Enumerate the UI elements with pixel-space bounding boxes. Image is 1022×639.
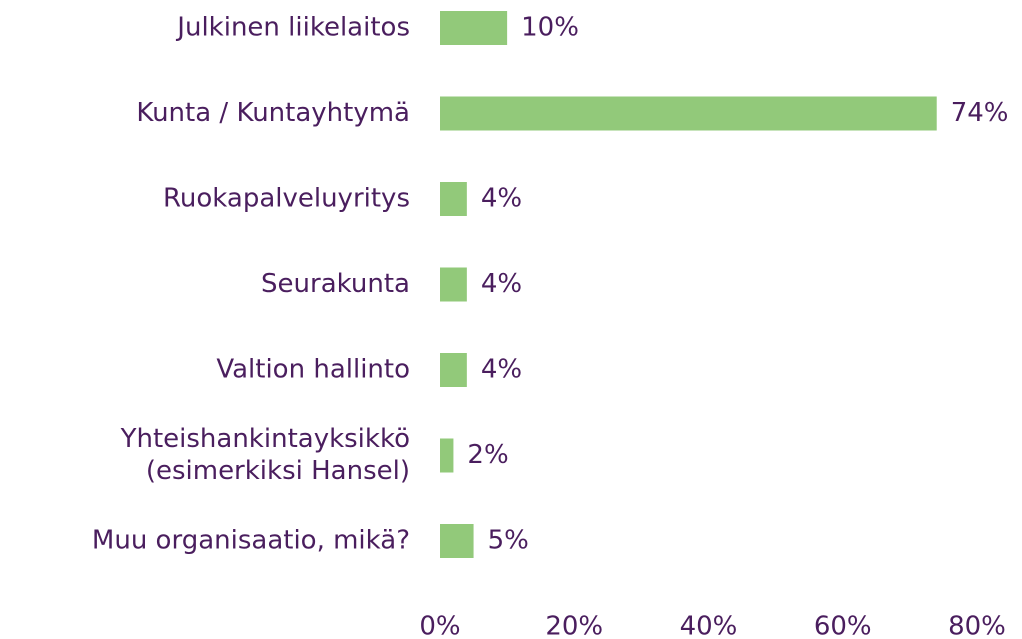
y-tick-label: Seurakunta bbox=[261, 269, 410, 299]
x-tick-label: 0% bbox=[419, 612, 460, 639]
x-tick-label: 40% bbox=[680, 612, 738, 639]
value-label: 4% bbox=[481, 269, 522, 299]
bar bbox=[440, 353, 467, 387]
bar bbox=[440, 267, 467, 302]
x-tick-label: 20% bbox=[545, 612, 603, 639]
value-label: 4% bbox=[481, 184, 522, 214]
bar bbox=[440, 438, 454, 473]
y-tick-label: Muu organisaatio, mikä? bbox=[92, 526, 410, 556]
bar bbox=[440, 11, 508, 45]
value-label: 5% bbox=[488, 526, 529, 556]
bar bbox=[440, 96, 937, 131]
y-tick-label: (esimerkiksi Hansel) bbox=[146, 456, 410, 486]
y-tick-label: Julkinen liikelaitos bbox=[175, 13, 410, 43]
bar bbox=[440, 182, 467, 216]
value-label: 4% bbox=[481, 355, 522, 385]
y-tick-label: Ruokapalveluyritys bbox=[163, 184, 410, 214]
x-tick-label: 60% bbox=[814, 612, 872, 639]
y-tick-label: Kunta / Kuntayhtymä bbox=[136, 98, 410, 128]
y-tick-label: Valtion hallinto bbox=[216, 355, 410, 385]
bar bbox=[440, 524, 474, 558]
y-tick-label: Yhteishankintayksikkö bbox=[120, 424, 410, 454]
value-label: 10% bbox=[521, 13, 579, 43]
value-label: 2% bbox=[467, 440, 508, 470]
value-label: 74% bbox=[951, 98, 1009, 128]
x-tick-label: 80% bbox=[948, 612, 1006, 639]
